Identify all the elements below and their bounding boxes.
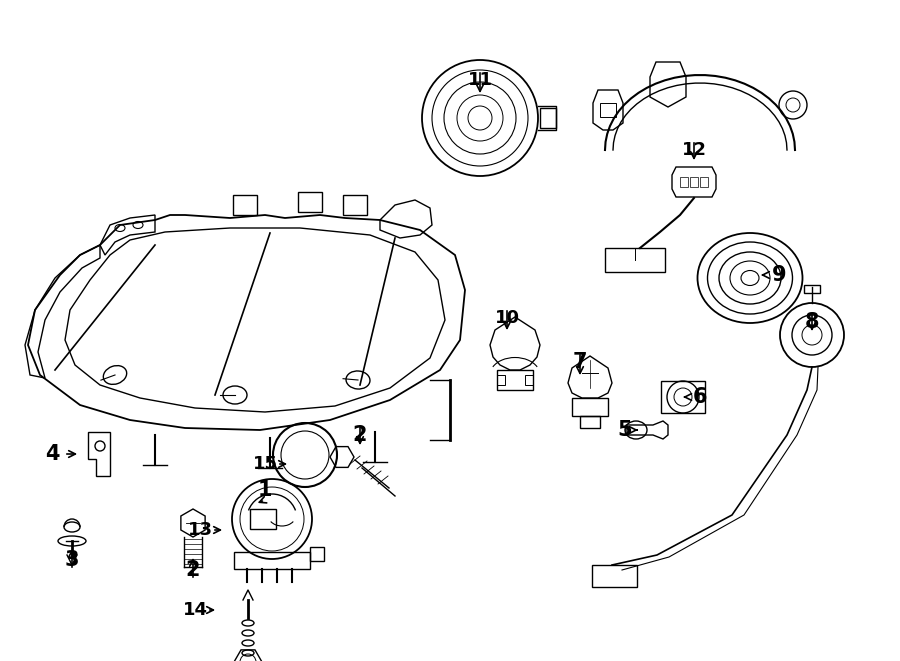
Text: 7: 7 xyxy=(572,352,587,372)
Text: 11: 11 xyxy=(467,71,492,89)
Text: 6: 6 xyxy=(693,387,707,407)
Text: 13: 13 xyxy=(187,521,212,539)
Text: 2: 2 xyxy=(353,425,367,445)
Text: 9: 9 xyxy=(771,265,787,285)
Text: 5: 5 xyxy=(617,420,633,440)
Text: 4: 4 xyxy=(45,444,59,464)
Text: 8: 8 xyxy=(805,312,819,332)
Text: 10: 10 xyxy=(494,309,519,327)
Text: 3: 3 xyxy=(65,550,79,570)
Text: 1: 1 xyxy=(257,480,272,500)
Text: 12: 12 xyxy=(681,141,706,159)
Text: 14: 14 xyxy=(183,601,208,619)
Text: 15: 15 xyxy=(253,455,277,473)
Text: 2: 2 xyxy=(185,560,200,580)
